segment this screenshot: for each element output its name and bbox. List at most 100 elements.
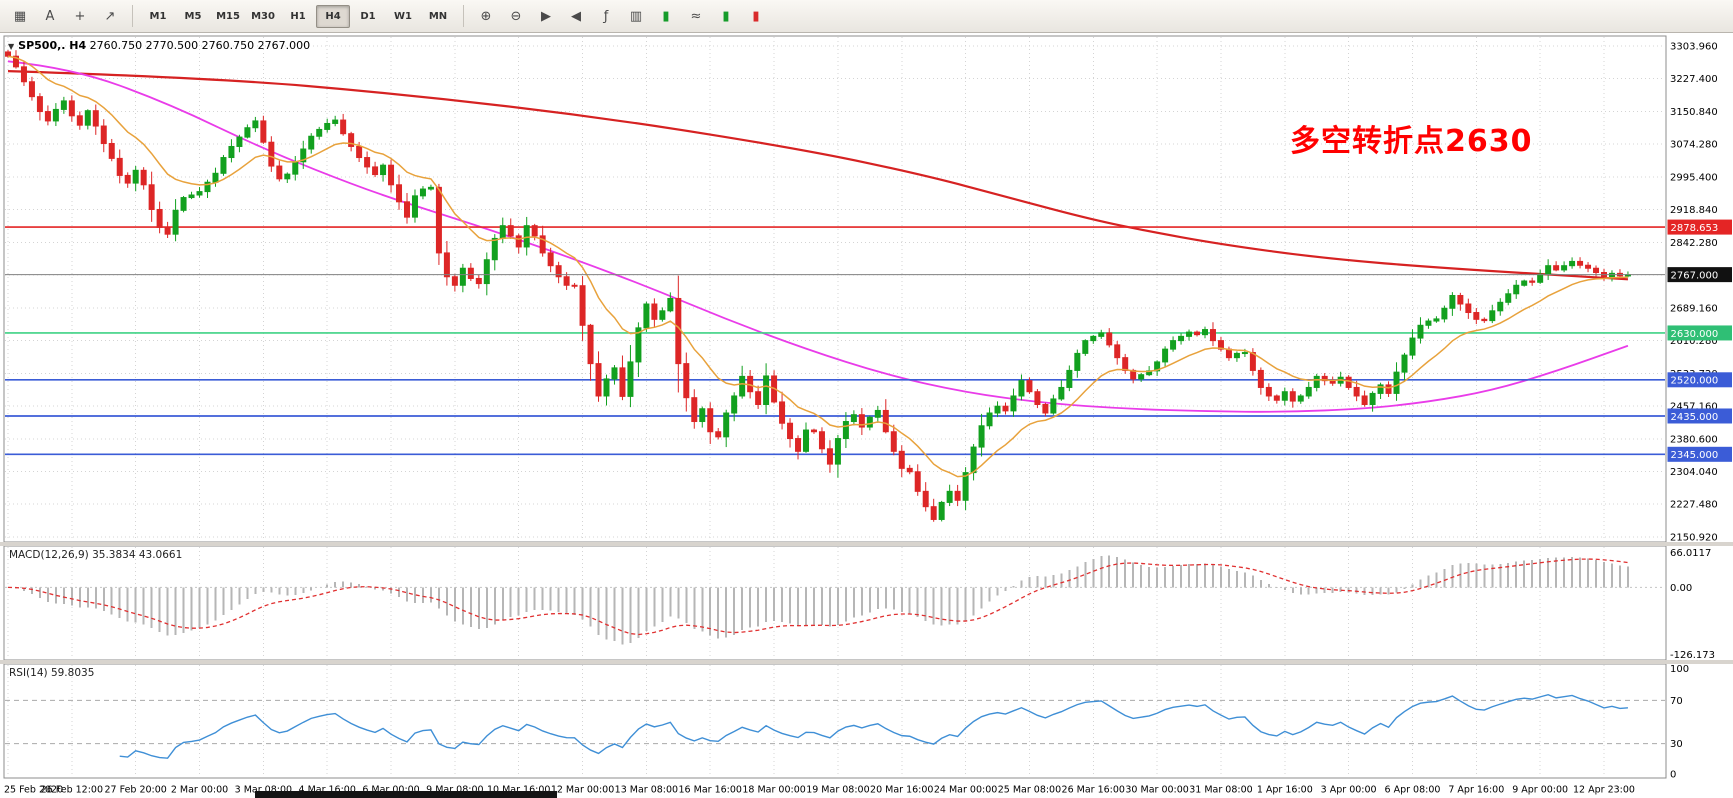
indicators-icon[interactable]: ƒ	[603, 8, 609, 24]
svg-text:0.00: 0.00	[1670, 583, 1692, 594]
svg-text:25 Mar 08:00: 25 Mar 08:00	[998, 785, 1061, 796]
timeframe-d1-button[interactable]: D1	[360, 10, 376, 22]
svg-text:6 Mar 00:00: 6 Mar 00:00	[362, 785, 419, 796]
mid-ma-line	[7, 60, 1629, 413]
svg-text:24 Mar 00:00: 24 Mar 00:00	[934, 785, 997, 796]
svg-text:26 Feb 12:00: 26 Feb 12:00	[41, 785, 103, 796]
svg-text:31 Mar 08:00: 31 Mar 08:00	[1189, 785, 1252, 796]
candlestick-mode-icon[interactable]: ▮	[662, 8, 670, 24]
svg-text:2345.000: 2345.000	[1671, 450, 1719, 461]
svg-text:6 Apr 08:00: 6 Apr 08:00	[1385, 785, 1441, 796]
svg-text:2767.000: 2767.000	[1671, 270, 1719, 281]
rsi-line	[119, 693, 1628, 759]
macd-histogram	[14, 555, 1629, 645]
chart-shift-icon[interactable]: ◀	[571, 8, 581, 24]
toolbar-separator	[132, 5, 133, 27]
zoom-out-icon[interactable]: ⊖	[510, 8, 522, 24]
svg-text:2842.280: 2842.280	[1670, 238, 1718, 249]
svg-text:2689.160: 2689.160	[1670, 303, 1718, 314]
svg-text:3150.840: 3150.840	[1670, 107, 1718, 118]
svg-text:2918.840: 2918.840	[1670, 205, 1718, 216]
bar-chart-mode-icon[interactable]: ▥	[629, 8, 643, 24]
chart-list-icon[interactable]: ▦	[13, 8, 27, 24]
symbol-label: SP500,. H4	[18, 39, 87, 52]
timeframe-m15-button[interactable]: M15	[216, 10, 240, 22]
line-chart-mode-icon[interactable]: ≈	[690, 8, 702, 24]
timeframe-group: M1 M5 M15 M30 H1 H4 D1 W1 MN	[141, 4, 455, 28]
zoom-in-icon[interactable]: ⊕	[480, 8, 492, 24]
timeframe-mn-button[interactable]: MN	[428, 10, 448, 22]
auto-scroll-icon[interactable]: ▶	[541, 8, 551, 24]
timeframe-m30-button[interactable]: M30	[251, 10, 275, 22]
panel-splitter-1[interactable]	[0, 542, 1733, 546]
svg-text:2610.280: 2610.280	[1670, 336, 1718, 347]
macd-signal-line	[7, 558, 1629, 636]
svg-text:25 Feb 2020: 25 Feb 2020	[4, 785, 63, 796]
svg-text:16 Mar 16:00: 16 Mar 16:00	[679, 785, 742, 796]
svg-text:2630.000: 2630.000	[1671, 329, 1719, 340]
svg-text:100: 100	[1670, 664, 1689, 675]
symbol-dropdown-icon[interactable]: ▼	[8, 42, 15, 51]
svg-text:2520.000: 2520.000	[1671, 376, 1719, 387]
chart-title: ▼ SP500,. H4 2760.750 2770.500 2760.750 2…	[8, 39, 310, 52]
svg-text:2227.480: 2227.480	[1670, 500, 1718, 511]
svg-text:26 Mar 16:00: 26 Mar 16:00	[1062, 785, 1125, 796]
svg-text:70: 70	[1670, 696, 1683, 707]
toolbar: ▦ A + ↗ M1 M5 M15 M30 H1 H4 D1 W1 MN ⊕ ⊖ ▶ ◀ ƒ ▥ ▮ ≈ ▮ ▮	[0, 0, 1733, 33]
svg-text:-126.173: -126.173	[1670, 650, 1715, 661]
slow-ma-line	[7, 70, 1629, 281]
svg-text:2995.400: 2995.400	[1670, 172, 1718, 183]
fast-ma-line	[7, 55, 1628, 478]
rsi-level-lines	[5, 699, 1665, 745]
svg-text:19 Mar 08:00: 19 Mar 08:00	[806, 785, 869, 796]
timeframe-m1-button[interactable]: M1	[149, 10, 167, 22]
draw-arrow-icon[interactable]: ↗	[104, 8, 116, 24]
svg-text:20 Mar 16:00: 20 Mar 16:00	[870, 785, 933, 796]
annotation-text[interactable]: 多空转折点2630	[1290, 124, 1533, 159]
svg-text:4 Mar 16:00: 4 Mar 16:00	[299, 785, 356, 796]
svg-text:3227.400: 3227.400	[1670, 74, 1718, 85]
timeframe-h1-button[interactable]: H1	[290, 10, 306, 22]
svg-text:30 Mar 00:00: 30 Mar 00:00	[1125, 785, 1188, 796]
down-candle-icon[interactable]: ▮	[752, 8, 760, 24]
svg-text:2457.160: 2457.160	[1670, 402, 1718, 413]
toolbar-right-group: ⊕ ⊖ ▶ ◀ ƒ ▥ ▮ ≈ ▮ ▮	[472, 3, 770, 29]
panel-splitter-2[interactable]	[0, 660, 1733, 664]
svg-text:2435.000: 2435.000	[1671, 412, 1719, 423]
taskbar-fragment[interactable]	[255, 791, 557, 798]
svg-text:27 Feb 20:00: 27 Feb 20:00	[105, 785, 167, 796]
svg-text:3074.280: 3074.280	[1670, 140, 1718, 151]
svg-text:1 Apr 16:00: 1 Apr 16:00	[1257, 785, 1313, 796]
ohlc-values: 2760.750 2770.500 2760.750 2767.000	[89, 39, 311, 52]
crosshair-tool-icon[interactable]: +	[74, 8, 86, 24]
cursor-tool-icon[interactable]: A	[45, 8, 55, 24]
svg-text:66.0117: 66.0117	[1670, 548, 1711, 559]
macd-indicator-label: MACD(12,26,9) 35.3834 43.0661	[9, 549, 183, 561]
rsi-indicator-label: RSI(14) 59.8035	[9, 667, 95, 679]
svg-text:3303.960: 3303.960	[1670, 42, 1718, 53]
price-axis-badges: 2878.653 2630.000 2520.000 2435.000 2345.000…	[1667, 219, 1732, 462]
svg-text:18 Mar 00:00: 18 Mar 00:00	[742, 785, 805, 796]
timeframe-m5-button[interactable]: M5	[184, 10, 202, 22]
svg-text:10 Mar 16:00: 10 Mar 16:00	[487, 785, 550, 796]
svg-text:12 Apr 23:00: 12 Apr 23:00	[1573, 785, 1635, 796]
svg-text:7 Apr 16:00: 7 Apr 16:00	[1448, 785, 1504, 796]
panel-frames	[3, 35, 1667, 779]
svg-text:9 Mar 08:00: 9 Mar 08:00	[426, 785, 483, 796]
timeframe-w1-button[interactable]: W1	[394, 10, 412, 22]
timeframe-h4-button[interactable]: H4	[316, 4, 350, 28]
svg-text:2 Mar 00:00: 2 Mar 00:00	[171, 785, 228, 796]
svg-text:3 Apr 00:00: 3 Apr 00:00	[1321, 785, 1377, 796]
rsi-axis-labels: 100 70 30 0	[1670, 664, 1689, 781]
svg-text:2304.040: 2304.040	[1670, 467, 1718, 478]
svg-text:2150.920: 2150.920	[1670, 532, 1718, 543]
svg-text:30: 30	[1670, 739, 1683, 750]
svg-text:2380.600: 2380.600	[1670, 434, 1718, 445]
macd-axis-labels: 66.0117 0.00 -126.173	[1670, 548, 1715, 661]
svg-text:0: 0	[1670, 770, 1676, 781]
svg-text:12 Mar 00:00: 12 Mar 00:00	[551, 785, 614, 796]
toolbar-left-group: ▦ A + ↗	[6, 3, 124, 29]
up-candle-icon[interactable]: ▮	[722, 8, 730, 24]
